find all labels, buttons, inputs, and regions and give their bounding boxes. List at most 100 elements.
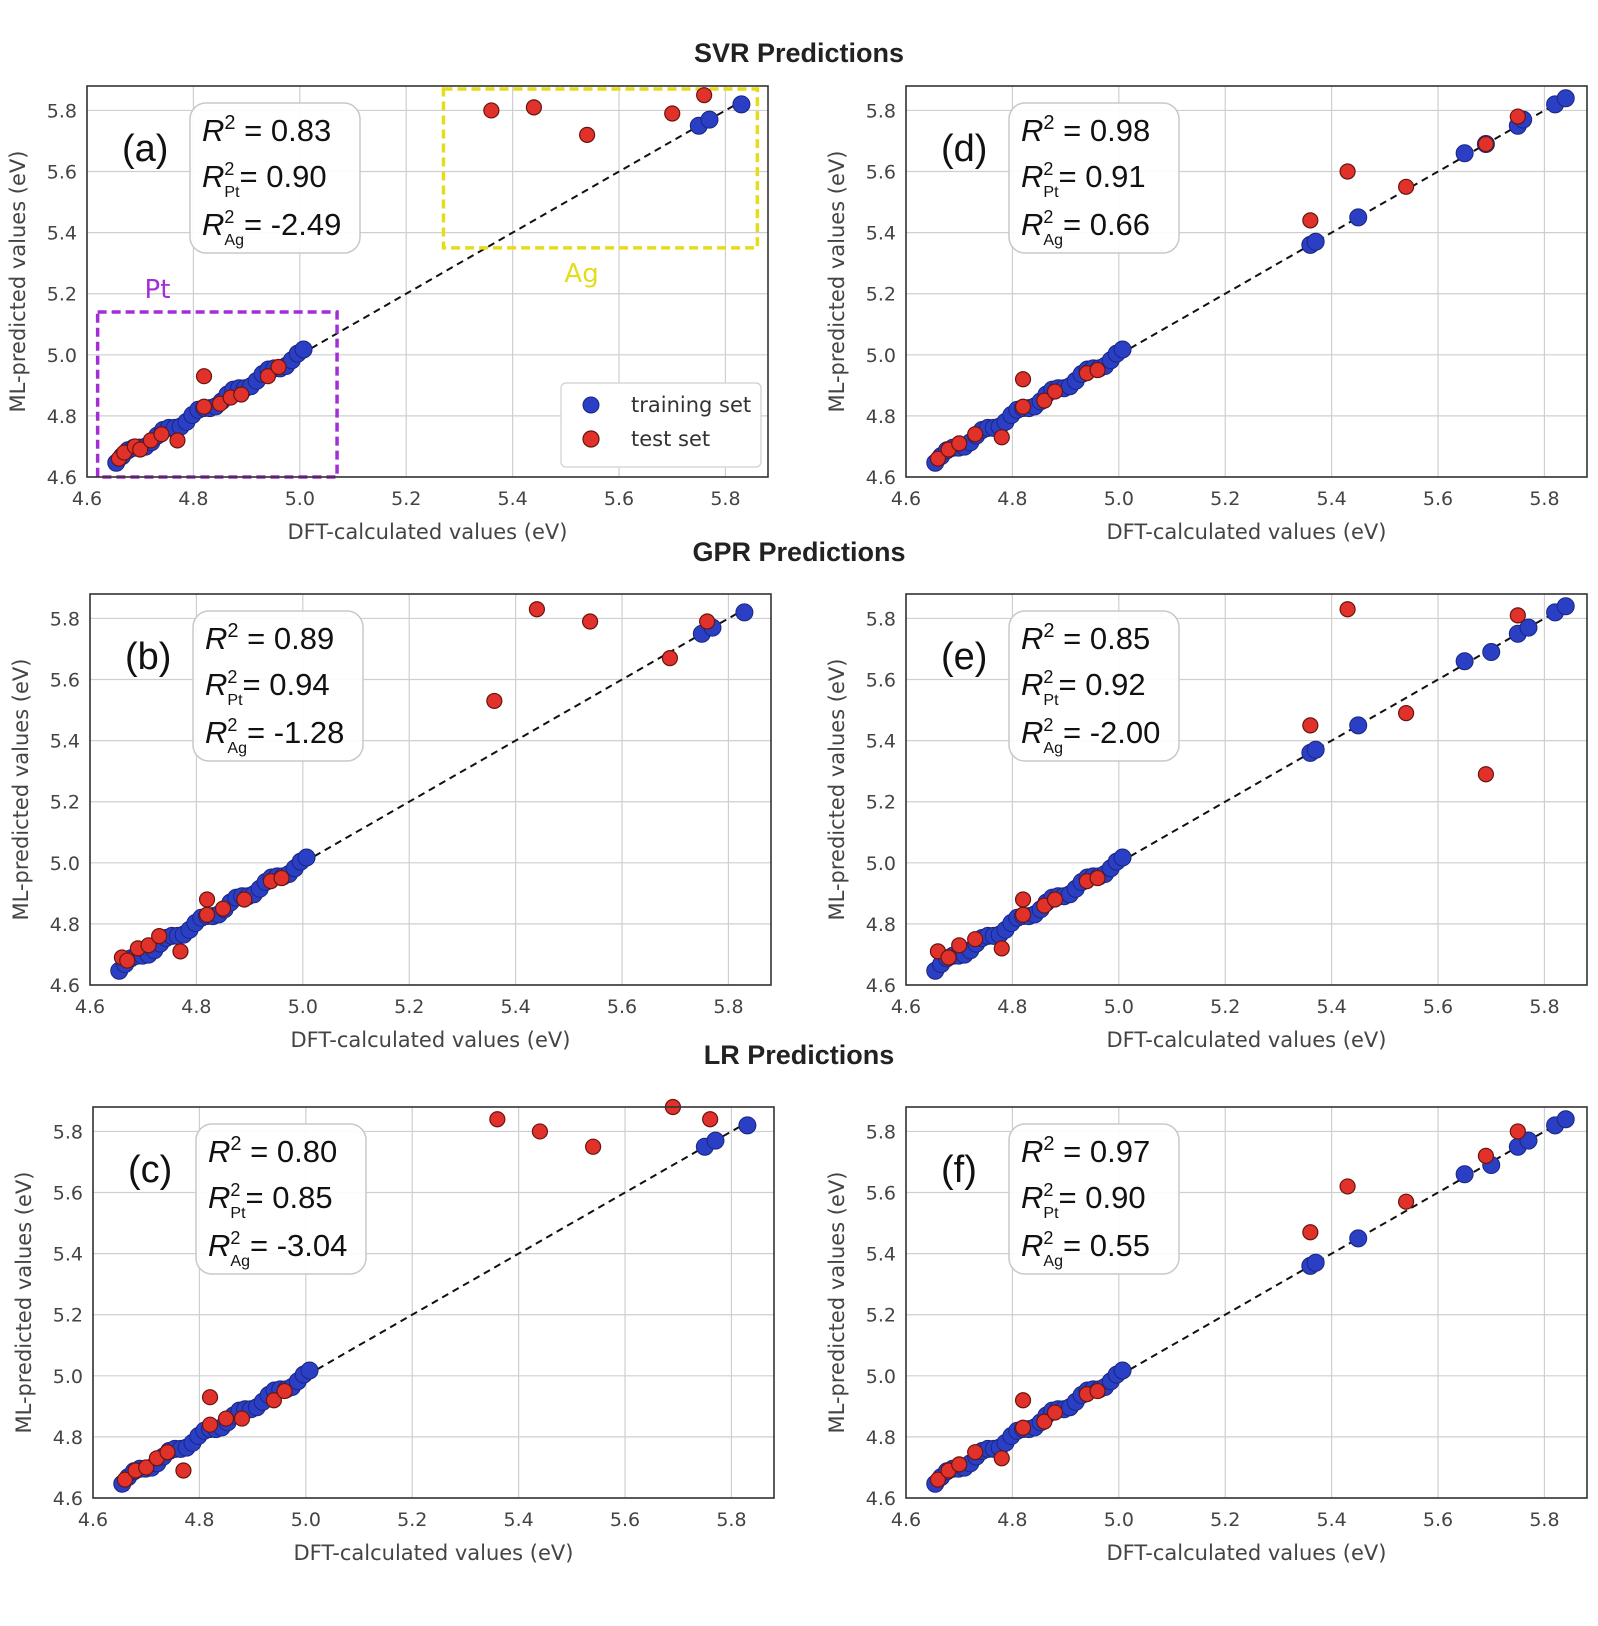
r2-symbol: R [202, 113, 224, 148]
test-point [702, 1111, 719, 1128]
training-point [735, 603, 754, 622]
test-point [1014, 891, 1032, 908]
legend-training-marker [582, 396, 600, 414]
r2-pt-symbol: R [1021, 159, 1043, 194]
training-point [732, 95, 751, 114]
r2-symbol: R [205, 621, 227, 656]
x-tick-label: 4.8 [181, 996, 211, 1018]
y-tick-label: 4.8 [866, 914, 896, 936]
plot-frame [86, 85, 769, 478]
test-point [664, 105, 681, 122]
stats-box [1008, 610, 1180, 762]
y-tick-label: 4.6 [866, 1488, 896, 1510]
test-point [699, 613, 716, 630]
test-point [1339, 163, 1356, 180]
test-point [531, 1123, 549, 1140]
test-point [1089, 1382, 1106, 1400]
training-point [300, 1361, 319, 1380]
training-point [1306, 740, 1325, 759]
scatter-panel-a: 4.6 4.8 5.0 5.2 5.4 5.6 5.8 4.6 4.8 5.0 5.2 5.4 5.6 5… [6, 85, 769, 544]
x-tick-label: 5.6 [1423, 488, 1453, 510]
r2-pt-symbol: R [1021, 1180, 1043, 1215]
r2-pt-superscript: 2 [1043, 1180, 1053, 1200]
y-tick-label: 5.8 [866, 100, 896, 122]
test-point [993, 429, 1010, 446]
test-point [940, 949, 957, 966]
x-axis-label: DFT-calculated values (eV) [1107, 1541, 1387, 1565]
training-point [1113, 848, 1132, 867]
r2-ag-superscript: 2 [224, 207, 234, 227]
scatter-panel-c: 4.6 4.8 5.0 5.2 5.4 5.6 5.8 4.6 4.8 5.0 5.2 5.4 5.6 5… [12, 1098, 775, 1565]
r2-symbol: R [208, 1134, 230, 1169]
test-point [585, 1138, 602, 1155]
x-tick-label: 4.8 [184, 1509, 214, 1531]
test-point [195, 398, 213, 415]
test-point [116, 1471, 134, 1488]
test-point [579, 126, 596, 143]
test-point [951, 435, 968, 452]
r2-superscript: 2 [224, 112, 235, 134]
test-point [119, 952, 136, 969]
x-tick-label: 5.4 [1317, 996, 1347, 1018]
test-point [1509, 108, 1526, 125]
test-point [233, 1410, 251, 1427]
r2-overall: R2 = 0.98 [1021, 112, 1150, 148]
x-tick-label: 4.6 [891, 1509, 921, 1531]
r2-superscript: 2 [230, 1133, 241, 1155]
x-tick-label: 5.4 [498, 488, 528, 510]
test-point [214, 900, 232, 917]
r2-overall: R2 = 0.85 [1021, 620, 1150, 656]
test-point [528, 601, 546, 618]
scatter-panel-d: 4.6 4.8 5.0 5.2 5.4 5.6 5.8 4.6 4.8 5.0 5.2 5.4 5.6 5… [825, 85, 1588, 544]
x-axis-label: DFT-calculated values (eV) [291, 1028, 571, 1052]
x-tick-label: 5.2 [1210, 488, 1240, 510]
training-point [1556, 597, 1575, 616]
test-point [138, 1459, 155, 1476]
y-tick-label: 5.4 [866, 223, 896, 245]
r2-pt: R2 Pt= 0.85 [208, 1180, 333, 1222]
r2-pt-superscript: 2 [224, 159, 234, 179]
r2-ag: R2 Ag= 0.55 [1021, 1228, 1150, 1270]
x-tick-label: 5.8 [713, 996, 743, 1018]
test-point [198, 891, 216, 908]
training-point [1349, 208, 1368, 227]
r2-pt-superscript: 2 [1043, 667, 1053, 687]
test-point [1509, 607, 1526, 624]
x-axis-label: DFT-calculated values (eV) [1107, 520, 1387, 544]
test-point [201, 1389, 219, 1406]
test-point [929, 450, 947, 467]
svr-section-title: SVR Predictions [693, 38, 905, 68]
test-point [1477, 1147, 1495, 1164]
stats-box [195, 1123, 367, 1275]
r2-overall: R2 = 0.83 [202, 112, 331, 148]
y-tick-label: 5.0 [50, 853, 80, 875]
test-point [582, 613, 599, 630]
x-tick-label: 5.2 [1210, 996, 1240, 1018]
test-point [486, 692, 503, 710]
test-point [169, 432, 186, 449]
test-point [1046, 891, 1064, 908]
y-tick-label: 5.0 [53, 1366, 83, 1388]
x-axis-label: DFT-calculated values (eV) [1107, 1028, 1387, 1052]
gpr-section-title: GPR Predictions [692, 537, 906, 567]
x-tick-label: 5.6 [604, 488, 634, 510]
test-point [195, 368, 213, 385]
test-point [1398, 705, 1415, 722]
y-tick-label: 4.6 [866, 467, 896, 489]
training-point [1556, 89, 1575, 108]
x-tick-label: 4.8 [178, 488, 208, 510]
y-tick-label: 5.2 [866, 1305, 896, 1327]
r2-pt-superscript: 2 [1043, 159, 1053, 179]
test-point [967, 1444, 984, 1461]
x-tick-label: 5.8 [710, 488, 740, 510]
r2-pt-subscript: Pt [224, 184, 240, 201]
y-axis-label: ML-predicted values (eV) [825, 1172, 849, 1434]
lr-section-title: LR Predictions [703, 1040, 895, 1070]
y-tick-label: 4.8 [47, 406, 77, 428]
legend-test-label: test set [631, 427, 710, 451]
r2-pt-subscript: Pt [230, 1205, 246, 1222]
r2-pt-subscript: Pt [1043, 1205, 1059, 1222]
test-point [201, 1416, 219, 1433]
r2-ag-value: = -2.49 [244, 207, 341, 242]
x-axis-label: DFT-calculated values (eV) [294, 1541, 574, 1565]
